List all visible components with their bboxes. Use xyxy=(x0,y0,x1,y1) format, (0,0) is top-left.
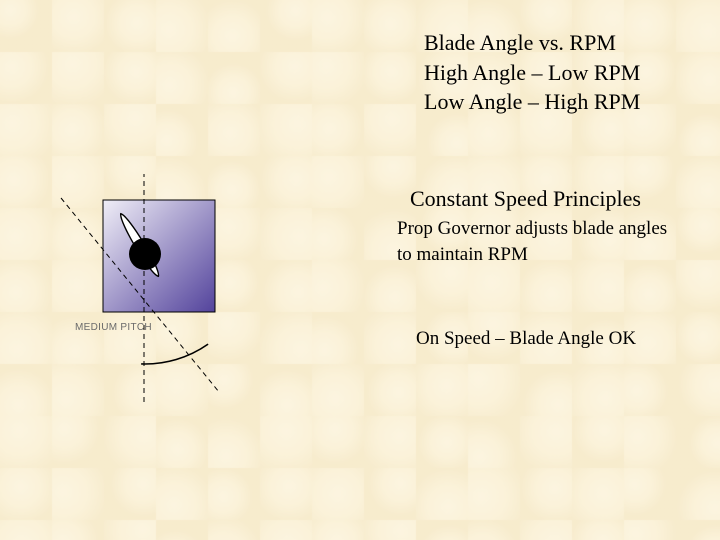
heading-block: Blade Angle vs. RPMHigh Angle – Low RPML… xyxy=(424,28,640,117)
body-line: to maintain RPM xyxy=(397,242,667,268)
pitch-label: MEDIUM PITCH xyxy=(75,322,152,333)
propeller-hub xyxy=(129,238,161,270)
subheading: Constant Speed Principles xyxy=(410,184,641,214)
heading-line: Low Angle – High RPM xyxy=(424,87,640,117)
pitch-diagram: MEDIUM PITCH xyxy=(59,174,239,424)
status-text: On Speed – Blade Angle OK xyxy=(416,326,636,352)
body-line: Prop Governor adjusts blade angles xyxy=(397,216,667,242)
heading-line: High Angle – Low RPM xyxy=(424,58,640,88)
angle-arc xyxy=(141,344,208,364)
heading-line: Blade Angle vs. RPM xyxy=(424,28,640,58)
body-text: Prop Governor adjusts blade anglesto mai… xyxy=(397,216,667,267)
